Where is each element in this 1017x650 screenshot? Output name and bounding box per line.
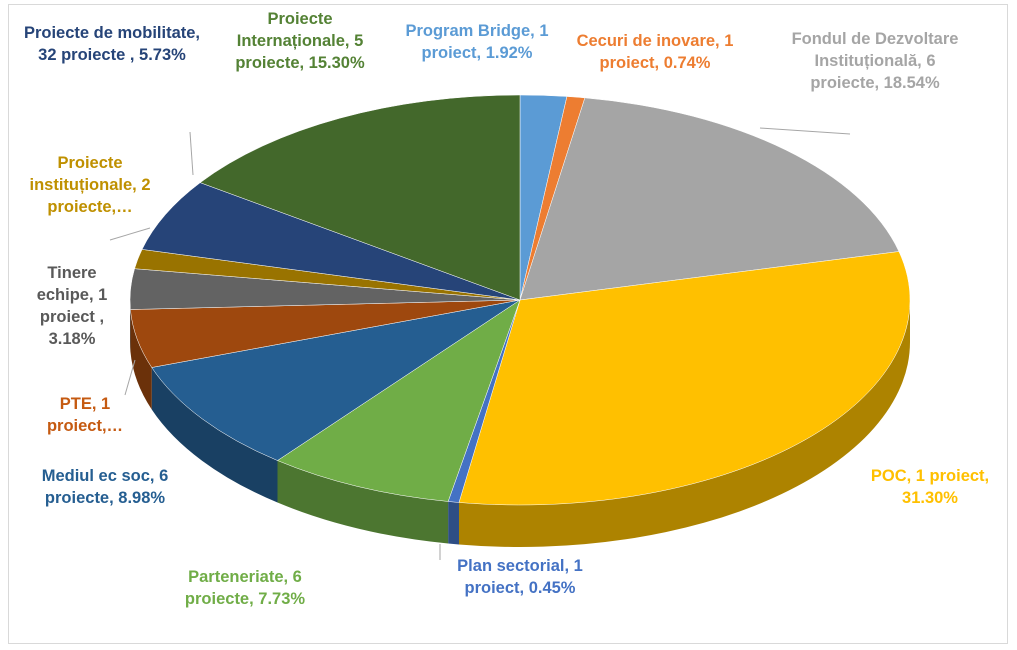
data-label: Tinere echipe, 1 proiect , 3.18% xyxy=(36,264,108,348)
leader-line xyxy=(109,227,151,241)
slice-side xyxy=(151,367,278,503)
data-label: Proiecte instituționale, 2 proiecte,… xyxy=(29,154,151,216)
data-label: Plan sectorial, 1 proiect, 0.45% xyxy=(457,557,583,597)
slice xyxy=(151,299,521,461)
slice xyxy=(276,299,521,502)
leader-line xyxy=(759,127,851,135)
data-label: Proiecte Internaționale, 5 proiecte, 15.… xyxy=(235,10,365,72)
data-label: Program Bridge, 1 proiect, 1.92% xyxy=(405,22,549,62)
slice xyxy=(141,182,521,301)
leader-line xyxy=(124,359,136,396)
data-label: Fondul de Dezvoltare Instituțională, 6 p… xyxy=(791,30,959,92)
slice xyxy=(199,94,521,301)
leader-line xyxy=(189,131,194,176)
slice-side xyxy=(458,300,910,547)
data-label: Mediul ec soc, 6 proiecte, 8.98% xyxy=(41,467,169,507)
data-label: Proiecte de mobilitate, 32 proiecte , 5.… xyxy=(23,24,201,64)
data-label: Cecuri de inovare, 1 proiect, 0.74% xyxy=(576,32,734,72)
slice-side xyxy=(448,501,459,545)
data-label: Parteneriate, 6 proiecte, 7.73% xyxy=(184,568,306,608)
data-label: POC, 1 proiect, 31.30% xyxy=(870,467,990,507)
slice-side xyxy=(130,309,152,410)
chart-frame xyxy=(8,4,1008,644)
data-label: PTE, 1 proiect,… xyxy=(46,395,124,435)
slice-side xyxy=(277,460,449,544)
slice xyxy=(458,251,911,506)
slice xyxy=(519,97,900,301)
